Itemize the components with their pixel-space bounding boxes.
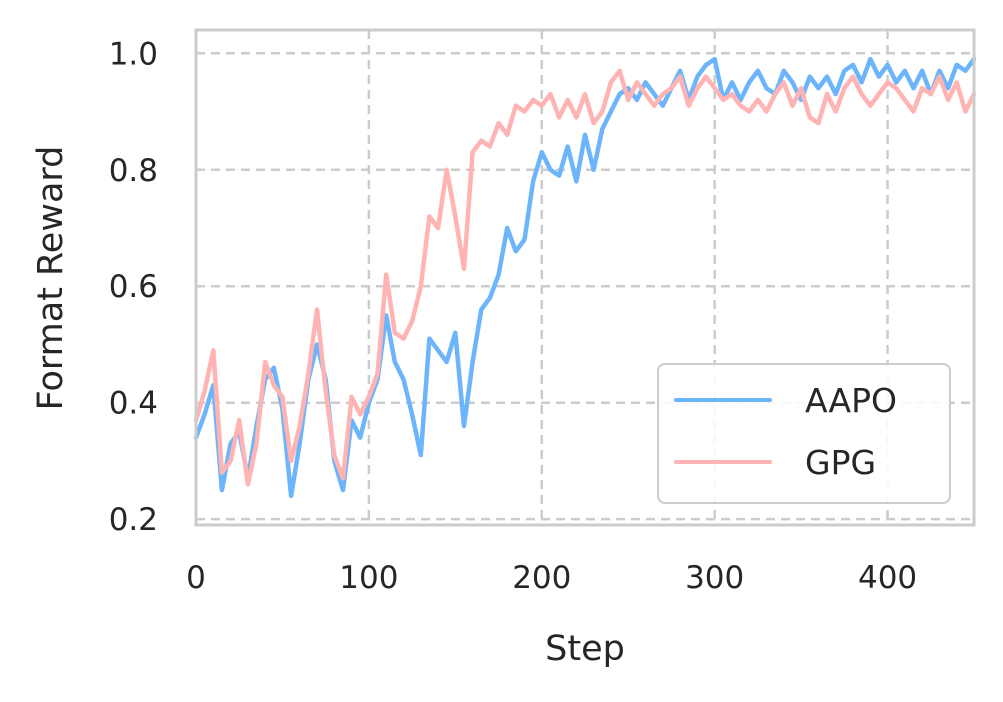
y-tick-label: 1.0 xyxy=(109,36,158,72)
x-tick-labels: 0 100 200 300 400 xyxy=(186,560,917,596)
x-tick-label: 0 xyxy=(186,560,206,596)
y-tick-labels: 0.2 0.4 0.6 0.8 1.0 xyxy=(109,36,158,538)
series-line-gpg xyxy=(193,68,977,487)
legend-box xyxy=(657,363,951,504)
x-tick-label: 200 xyxy=(512,560,571,596)
series-lines xyxy=(193,56,977,499)
x-axis-label: Step xyxy=(545,629,625,669)
legend: AAPO GPG xyxy=(657,363,951,504)
legend-label-aapo: AAPO xyxy=(805,381,897,420)
x-tick-label: 400 xyxy=(858,560,917,596)
x-tick-label: 100 xyxy=(339,560,398,596)
y-axis-label: Format Reward xyxy=(31,146,71,411)
plot-frame xyxy=(194,28,976,527)
y-tick-label: 0.4 xyxy=(109,386,158,422)
y-tick-label: 0.6 xyxy=(109,269,158,305)
legend-label-gpg: GPG xyxy=(805,443,876,482)
y-tick-label: 0.2 xyxy=(109,502,158,538)
x-tick-label: 300 xyxy=(685,560,744,596)
y-tick-label: 0.8 xyxy=(109,153,158,189)
